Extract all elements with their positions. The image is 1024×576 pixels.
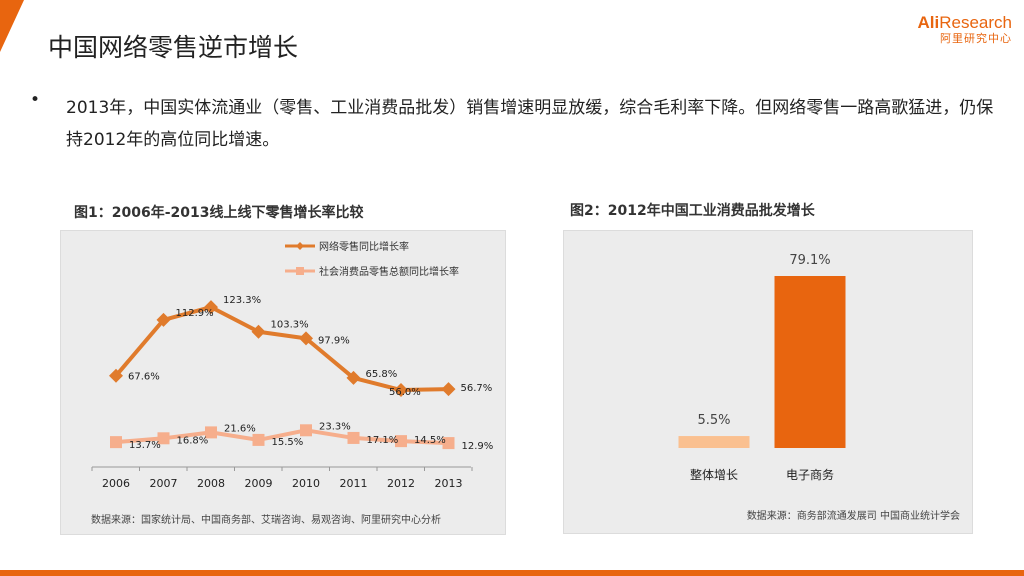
legend-label-online: 网络零售同比增长率 bbox=[319, 240, 409, 253]
x-tick-label: 2006 bbox=[102, 477, 130, 490]
logo-subtitle: 阿里研究中心 bbox=[940, 32, 1012, 45]
bar-value-label: 5.5% bbox=[697, 413, 730, 428]
online-data-label: 112.9% bbox=[176, 308, 214, 319]
bar-category-label: 电子商务 bbox=[786, 467, 834, 482]
retail-data-label: 23.3% bbox=[319, 421, 351, 432]
retail-data-label: 15.5% bbox=[272, 437, 304, 448]
chart2-panel: 5.5% 整体增长 79.1% 电子商务数据来源：商务部流通发展司 中国商业统计学会 bbox=[563, 230, 973, 534]
bar-1 bbox=[774, 276, 846, 448]
bar-0 bbox=[678, 436, 750, 448]
retail-data-label: 14.5% bbox=[414, 435, 446, 446]
retail-point bbox=[395, 435, 407, 448]
online-data-label: 103.3% bbox=[271, 320, 309, 331]
retail-data-label: 16.8% bbox=[177, 435, 209, 446]
retail-point bbox=[110, 436, 122, 449]
retail-point bbox=[157, 432, 170, 445]
bottom-accent-bar bbox=[0, 570, 1024, 576]
online-point bbox=[251, 324, 266, 339]
logo-brand: Ali bbox=[917, 13, 940, 32]
online-data-label: 56.0% bbox=[389, 387, 421, 398]
aliresearch-logo: AliResearch 阿里研究中心 bbox=[918, 14, 1013, 44]
chart1-panel: 网络零售同比增长率社会消费品零售总额同比增长率 2006 2007 2008 2009 2… bbox=[60, 230, 506, 535]
online-point bbox=[109, 368, 123, 383]
legend-marker-online bbox=[296, 242, 304, 250]
x-tick-label: 2011 bbox=[340, 477, 368, 490]
x-tick-label: 2009 bbox=[245, 477, 273, 490]
online-point bbox=[441, 382, 456, 397]
retail-point bbox=[205, 426, 217, 439]
chart1-title: 图1：2006年-2013线上线下零售增长率比较 bbox=[74, 205, 364, 221]
bar-category-label: 整体增长 bbox=[690, 467, 738, 482]
series-line-online bbox=[114, 305, 449, 393]
online-data-label: 65.8% bbox=[366, 369, 398, 380]
series-line-retail bbox=[115, 428, 449, 446]
retail-data-label: 12.9% bbox=[462, 441, 494, 452]
online-point bbox=[346, 370, 361, 385]
corner-accent bbox=[0, 0, 24, 52]
retail-data-label: 17.1% bbox=[367, 435, 399, 446]
online-point bbox=[299, 331, 313, 346]
online-data-label: 123.3% bbox=[223, 295, 261, 306]
x-tick-label: 2007 bbox=[150, 477, 178, 490]
retail-data-label: 13.7% bbox=[129, 440, 161, 451]
x-tick-label: 2010 bbox=[292, 477, 320, 490]
x-tick-label: 2013 bbox=[435, 477, 463, 490]
retail-point bbox=[347, 431, 360, 444]
bar-value-label: 79.1% bbox=[789, 253, 830, 268]
chart1-source: 数据来源：国家统计局、中国商务部、艾瑞咨询、易观咨询、阿里研究中心分析 bbox=[91, 513, 441, 526]
page-title: 中国网络零售逆市增长 bbox=[48, 33, 299, 62]
online-point bbox=[204, 300, 218, 315]
x-tick-label: 2012 bbox=[387, 477, 415, 490]
online-data-label: 67.6% bbox=[128, 372, 160, 383]
x-tick-label: 2008 bbox=[197, 477, 225, 490]
retail-point bbox=[442, 437, 455, 450]
online-point bbox=[156, 312, 171, 327]
legend-marker-retail bbox=[296, 267, 304, 275]
online-point bbox=[394, 383, 408, 398]
bullet-marker: • bbox=[30, 90, 41, 110]
retail-data-label: 21.6% bbox=[224, 423, 256, 434]
retail-point bbox=[252, 433, 265, 446]
bullet-text: 2013年，中国实体流通业（零售、工业消费品批发）销售增速明显放缓，综合毛利率下… bbox=[66, 98, 994, 150]
logo-brand-rest: Research bbox=[939, 13, 1012, 32]
online-data-label: 97.9% bbox=[318, 335, 350, 346]
online-data-label: 56.7% bbox=[461, 383, 493, 394]
chart2-title: 图2：2012年中国工业消费品批发增长 bbox=[570, 203, 815, 219]
retail-point bbox=[300, 424, 312, 437]
legend-label-retail: 社会消费品零售总额同比增长率 bbox=[319, 265, 459, 278]
chart2-source: 数据来源：商务部流通发展司 中国商业统计学会 bbox=[747, 509, 960, 522]
